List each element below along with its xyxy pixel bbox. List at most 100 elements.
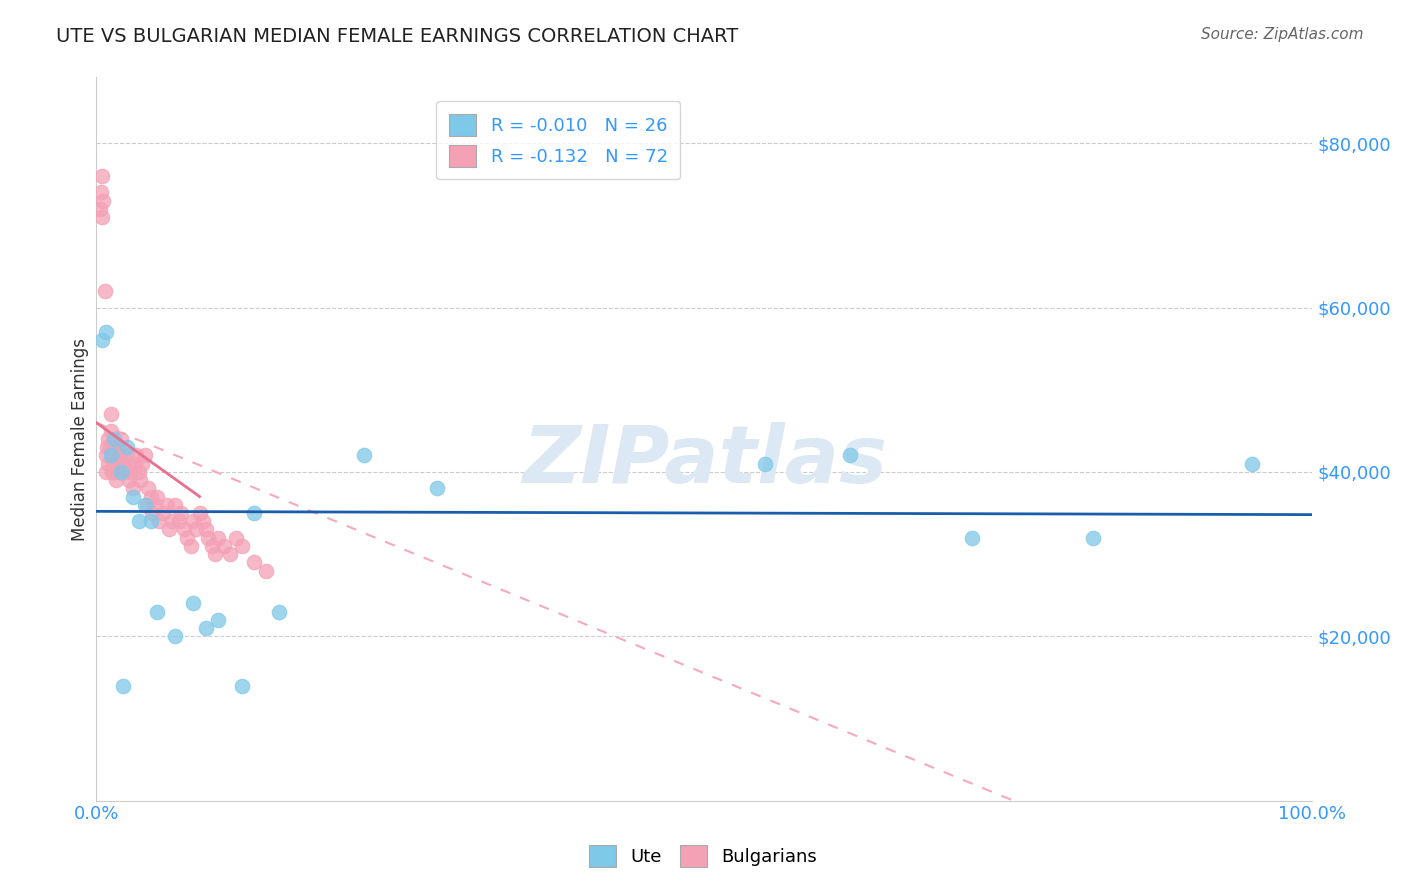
Text: Source: ZipAtlas.com: Source: ZipAtlas.com <box>1201 27 1364 42</box>
Point <box>141 506 163 520</box>
Point <box>183 596 205 610</box>
Point <box>94 449 117 463</box>
Point <box>201 539 224 553</box>
Point <box>243 555 266 569</box>
Point <box>93 194 115 208</box>
Point <box>267 605 290 619</box>
Point <box>243 506 266 520</box>
Point <box>121 490 143 504</box>
Point <box>173 523 195 537</box>
Point <box>960 531 983 545</box>
Point <box>1240 457 1263 471</box>
Point <box>104 473 127 487</box>
Point <box>105 449 128 463</box>
Point <box>94 465 117 479</box>
Point <box>212 539 235 553</box>
Point <box>131 457 153 471</box>
Point <box>231 539 253 553</box>
Point <box>176 531 198 545</box>
Point <box>1083 531 1105 545</box>
Point <box>115 440 138 454</box>
Point <box>156 498 179 512</box>
Point <box>148 514 170 528</box>
Point <box>139 490 162 504</box>
Point <box>103 457 125 471</box>
Point <box>170 506 193 520</box>
Point <box>125 449 148 463</box>
Point <box>103 432 125 446</box>
Point <box>98 440 121 454</box>
Point <box>256 564 278 578</box>
Point <box>231 679 253 693</box>
Point <box>134 498 156 512</box>
Point <box>100 408 122 422</box>
Point <box>103 440 125 454</box>
Point <box>146 605 169 619</box>
Point <box>134 449 156 463</box>
Point <box>100 424 122 438</box>
Point <box>108 465 131 479</box>
Text: ZIPatlas: ZIPatlas <box>522 422 887 500</box>
Point <box>111 457 134 471</box>
Point <box>112 465 135 479</box>
Point <box>110 432 132 446</box>
Point <box>183 514 205 528</box>
Text: UTE VS BULGARIAN MEDIAN FEMALE EARNINGS CORRELATION CHART: UTE VS BULGARIAN MEDIAN FEMALE EARNINGS … <box>56 27 738 45</box>
Point <box>754 457 776 471</box>
Point <box>136 498 159 512</box>
Point <box>129 473 152 487</box>
Point <box>353 449 375 463</box>
Point <box>194 621 217 635</box>
Point <box>193 514 215 528</box>
Point <box>107 457 129 471</box>
Point <box>219 547 242 561</box>
Point <box>118 473 141 487</box>
Y-axis label: Median Female Earnings: Median Female Earnings <box>72 337 89 541</box>
Point <box>117 457 139 471</box>
Point <box>146 490 169 504</box>
Point <box>96 440 118 454</box>
Point <box>107 440 129 454</box>
Point <box>111 679 134 693</box>
Point <box>143 498 166 512</box>
Point <box>204 547 226 561</box>
Point <box>188 506 211 520</box>
Point <box>167 514 190 528</box>
Point <box>139 514 162 528</box>
Point <box>111 449 134 463</box>
Legend: Ute, Bulgarians: Ute, Bulgarians <box>582 838 824 874</box>
Point <box>91 169 114 183</box>
Point <box>91 210 114 224</box>
Point <box>89 202 111 216</box>
Point <box>110 465 132 479</box>
Point <box>194 523 217 537</box>
Point <box>101 449 124 463</box>
Point <box>97 432 120 446</box>
Point <box>157 523 180 537</box>
Point <box>91 334 114 348</box>
Point <box>93 284 115 298</box>
Point <box>103 465 125 479</box>
Point <box>197 531 219 545</box>
Point <box>207 613 229 627</box>
Point <box>160 514 183 528</box>
Point <box>100 449 122 463</box>
Point <box>103 457 125 471</box>
Point <box>115 449 138 463</box>
Point <box>165 498 187 512</box>
Point <box>94 325 117 339</box>
Point <box>152 506 174 520</box>
Point <box>124 457 146 471</box>
Point <box>101 465 124 479</box>
Point <box>225 531 247 545</box>
Point <box>128 514 150 528</box>
Point <box>138 481 160 495</box>
Point <box>180 539 202 553</box>
Point <box>120 465 142 479</box>
Point <box>97 457 120 471</box>
Point <box>128 465 150 479</box>
Point <box>165 629 187 643</box>
Point <box>426 481 449 495</box>
Point <box>121 481 143 495</box>
Legend: R = -0.010   N = 26, R = -0.132   N = 72: R = -0.010 N = 26, R = -0.132 N = 72 <box>436 101 681 179</box>
